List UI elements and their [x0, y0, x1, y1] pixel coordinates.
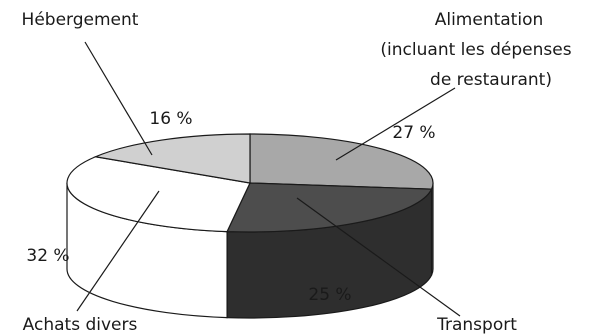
slice-label-0-0: Alimentation	[435, 10, 544, 30]
leader-line-0	[335, 87, 456, 161]
pie-slice-0	[249, 133, 434, 190]
leader-line-3	[84, 41, 153, 156]
pie-slice-3	[93, 133, 251, 184]
slice-value-2: 32 %	[26, 246, 69, 266]
slice-label-3-0: Hébergement	[22, 10, 139, 30]
slice-label-0-1: (incluant les dépenses	[380, 40, 571, 60]
slice-label-1-0: Transport	[436, 315, 517, 335]
slice-label-2-0: Achats divers	[23, 315, 138, 335]
leader-line-1	[296, 197, 461, 317]
slice-value-0: 27 %	[392, 123, 435, 143]
pie-slice-1	[226, 182, 433, 233]
slice-value-3: 16 %	[149, 109, 192, 129]
slice-value-1: 25 %	[308, 285, 351, 305]
slice-label-0-2: de restaurant)	[430, 70, 552, 90]
leader-line-2	[76, 190, 160, 312]
